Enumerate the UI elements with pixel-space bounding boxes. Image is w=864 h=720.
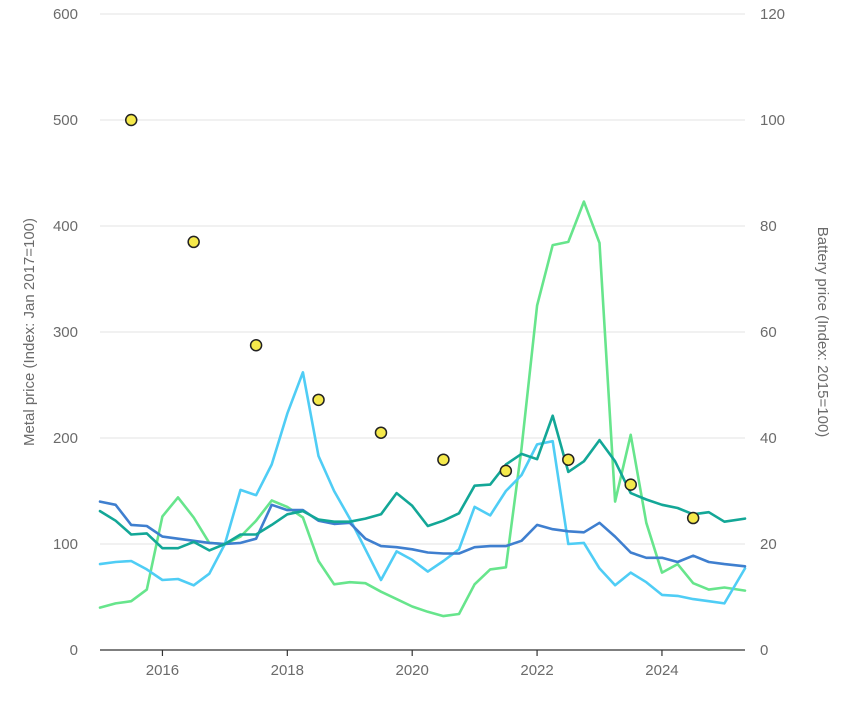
battery-price-point [187, 235, 200, 249]
battery-price-point [437, 453, 450, 466]
y-right-tick-label: 0 [760, 642, 768, 659]
right-axis-title: Battery price (Index: 2015=100) [814, 227, 831, 438]
battery-price-point [686, 511, 700, 525]
x-tick-label: 2018 [271, 662, 304, 679]
battery-price-point [562, 453, 575, 466]
series-layer [98, 200, 747, 618]
left-axis-title: Metal price (Index: Jan 2017=100) [21, 218, 38, 446]
battery-price-point [624, 478, 637, 491]
y-left-tick-label: 500 [53, 112, 78, 129]
axis-layer [100, 649, 745, 656]
series-line-1 [98, 200, 747, 618]
label-layer: 0 100 200 300 400 500 600 0 20 40 60 80 100 120 2016 20… [53, 6, 785, 679]
y-right-tick-label: 100 [760, 112, 785, 129]
grid-layer [100, 13, 745, 545]
series-line-3 [98, 500, 747, 568]
series-line-2 [98, 371, 747, 605]
x-tick-label: 2016 [146, 662, 179, 679]
battery-price-point [249, 339, 263, 352]
y-right-tick-label: 40 [760, 430, 777, 447]
y-left-tick-label: 600 [53, 6, 78, 23]
y-left-tick-label: 300 [53, 324, 78, 341]
series-line-4 [98, 414, 747, 552]
x-tick-label: 2020 [396, 662, 429, 679]
battery-price-point [312, 393, 325, 407]
battery-price-point [124, 113, 138, 127]
x-tick-label: 2024 [645, 662, 678, 679]
y-left-tick-label: 400 [53, 218, 78, 235]
y-right-tick-label: 80 [760, 218, 777, 235]
y-left-tick-label: 0 [70, 642, 78, 659]
y-right-tick-label: 20 [760, 536, 777, 553]
x-tick-label: 2022 [520, 662, 553, 679]
battery-price-point [374, 426, 388, 439]
y-right-tick-label: 120 [760, 6, 785, 23]
y-right-tick-label: 60 [760, 324, 777, 341]
battery-price-point [499, 464, 513, 478]
y-left-tick-label: 200 [53, 430, 78, 447]
battery-points-layer [124, 113, 700, 525]
y-left-tick-label: 100 [53, 536, 78, 553]
